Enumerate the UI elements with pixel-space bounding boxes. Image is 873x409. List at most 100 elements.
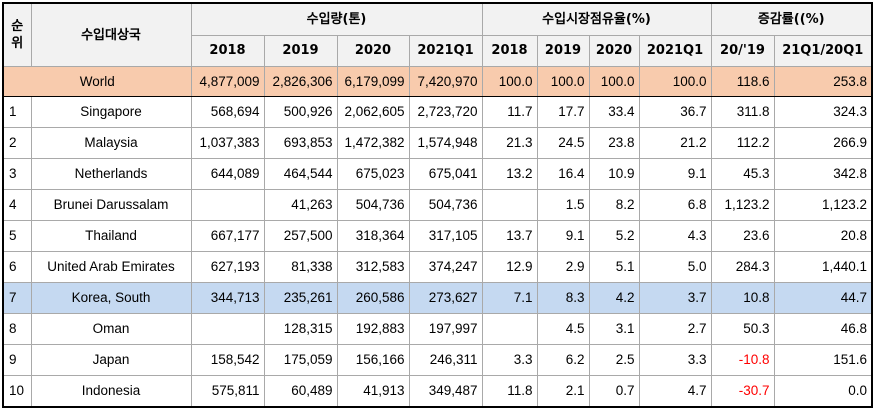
rank-cell: 3 xyxy=(2,158,32,190)
share-cell: 5.0 xyxy=(638,251,712,283)
volume-cell: 128,315 xyxy=(263,313,338,345)
world-share-cell: 100.0 xyxy=(481,66,538,97)
share-cell: 10.9 xyxy=(588,158,640,190)
volume-cell: 2,062,605 xyxy=(336,96,410,128)
growth-cell: 324.3 xyxy=(773,96,873,128)
table-row: 2 Malaysia 1,037,383 693,853 1,472,382 1,574,… xyxy=(2,127,873,159)
volume-cell: 81,338 xyxy=(263,251,338,283)
share-cell: 3.1 xyxy=(588,313,640,345)
volume-cell: 60,489 xyxy=(263,375,338,408)
share-cell: 2.9 xyxy=(536,251,590,283)
world-volume-cell: 4,877,009 xyxy=(190,66,265,97)
table-row: 10 Indonesia 575,811 60,489 41,913 349,487 11.… xyxy=(2,375,873,408)
volume-cell: 158,542 xyxy=(190,344,265,376)
volume-cell: 1,574,948 xyxy=(408,127,483,159)
volume-cell: 1,037,383 xyxy=(190,127,265,159)
share-cell: 23.8 xyxy=(588,127,640,159)
volume-cell: 246,311 xyxy=(408,344,483,376)
country-cell: United Arab Emirates xyxy=(30,251,192,283)
share-cell: 2.1 xyxy=(536,375,590,408)
volume-cell: 1,472,382 xyxy=(336,127,410,159)
share-cell: 8.2 xyxy=(588,189,640,221)
share-cell: 0.7 xyxy=(588,375,640,408)
world-total-row: World 4,877,009 2,826,306 6,179,099 7,42… xyxy=(2,66,873,97)
growth-cell: 20.8 xyxy=(773,220,873,252)
volume-cell: 273,627 xyxy=(408,282,483,314)
volume-year-header: 2019 xyxy=(263,35,338,67)
share-cell: 24.5 xyxy=(536,127,590,159)
volume-cell: 693,853 xyxy=(263,127,338,159)
table-row: 6 United Arab Emirates 627,193 81,338 312,58… xyxy=(2,251,873,283)
share-year-header: 2018 xyxy=(481,35,538,67)
world-share-cell: 100.0 xyxy=(588,66,640,97)
share-cell: 11.8 xyxy=(481,375,538,408)
share-cell: 2.7 xyxy=(638,313,712,345)
growth-cell: 45.3 xyxy=(710,158,775,190)
share-cell: 9.1 xyxy=(536,220,590,252)
volume-year-header: 2021Q1 xyxy=(408,35,483,67)
volume-cell: 500,926 xyxy=(263,96,338,128)
share-cell: 6.8 xyxy=(638,189,712,221)
rank-header-label: 순위 xyxy=(11,19,24,51)
volume-cell: 627,193 xyxy=(190,251,265,283)
volume-year-header: 2020 xyxy=(336,35,410,67)
share-cell: 6.2 xyxy=(536,344,590,376)
country-cell: Korea, South xyxy=(30,282,192,314)
volume-cell: 318,364 xyxy=(336,220,410,252)
volume-cell: 349,487 xyxy=(408,375,483,408)
world-growth-cell: 253.8 xyxy=(773,66,873,97)
share-cell: 3.3 xyxy=(638,344,712,376)
share-cell: 8.3 xyxy=(536,282,590,314)
rank-cell: 1 xyxy=(2,96,32,128)
growth-cell: 1,440.1 xyxy=(773,251,873,283)
volume-group-header: 수입량(톤) xyxy=(190,2,483,36)
volume-cell: 2,723,720 xyxy=(408,96,483,128)
world-volume-cell: 2,826,306 xyxy=(263,66,338,97)
share-year-header: 2019 xyxy=(536,35,590,67)
share-cell: 12.9 xyxy=(481,251,538,283)
share-cell: 17.7 xyxy=(536,96,590,128)
volume-cell: 317,105 xyxy=(408,220,483,252)
growth-cell: 112.2 xyxy=(710,127,775,159)
share-cell xyxy=(481,313,538,345)
share-cell: 3.3 xyxy=(481,344,538,376)
growth-cell: 342.8 xyxy=(773,158,873,190)
growth-cell: 46.8 xyxy=(773,313,873,345)
volume-cell xyxy=(190,189,265,221)
growth-cell: 50.3 xyxy=(710,313,775,345)
rank-cell: 10 xyxy=(2,375,32,408)
rank-cell: 6 xyxy=(2,251,32,283)
world-country-cell: World xyxy=(2,66,192,97)
share-cell: 33.4 xyxy=(588,96,640,128)
country-cell: Singapore xyxy=(30,96,192,128)
growth-cell: 311.8 xyxy=(710,96,775,128)
share-cell: 36.7 xyxy=(638,96,712,128)
share-cell: 13.2 xyxy=(481,158,538,190)
table-row: 1 Singapore 568,694 500,926 2,062,605 2,723,7… xyxy=(2,96,873,128)
growth-cell: 284.3 xyxy=(710,251,775,283)
rank-cell: 8 xyxy=(2,313,32,345)
country-cell: Japan xyxy=(30,344,192,376)
growth-cell: 266.9 xyxy=(773,127,873,159)
growth-cell: 1,123.2 xyxy=(773,189,873,221)
table-row: 3 Netherlands 644,089 464,544 675,023 675,041… xyxy=(2,158,873,190)
growth-group-header: 증감률((%) xyxy=(710,2,873,36)
table-row: 9 Japan 158,542 175,059 156,166 246,311 3.3 6.2… xyxy=(2,344,873,376)
share-cell: 21.2 xyxy=(638,127,712,159)
country-cell: Brunei Darussalam xyxy=(30,189,192,221)
volume-cell: 175,059 xyxy=(263,344,338,376)
share-cell: 4.7 xyxy=(638,375,712,408)
rank-cell: 7 xyxy=(2,282,32,314)
rank-cell: 5 xyxy=(2,220,32,252)
rank-header: 순위 xyxy=(2,2,32,67)
volume-cell: 235,261 xyxy=(263,282,338,314)
growth-cell: 23.6 xyxy=(710,220,775,252)
share-cell: 4.2 xyxy=(588,282,640,314)
world-share-cell: 100.0 xyxy=(638,66,712,97)
volume-cell: 464,544 xyxy=(263,158,338,190)
growth-cell: 1,123.2 xyxy=(710,189,775,221)
share-cell: 11.7 xyxy=(481,96,538,128)
table-row: 4 Brunei Darussalam 41,263 504,736 504,736 1.… xyxy=(2,189,873,221)
volume-cell xyxy=(190,313,265,345)
